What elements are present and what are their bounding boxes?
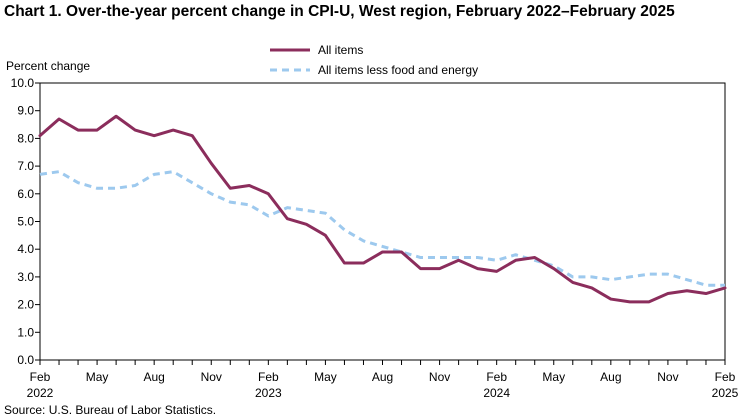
x-tick-year-label: 2023: [255, 386, 282, 400]
chart-title: Chart 1. Over-the-year percent change in…: [4, 3, 675, 20]
series-line-core: [39, 170, 725, 287]
y-tick-label: 6.0: [17, 187, 34, 201]
y-tick-label: 2.0: [17, 298, 34, 312]
x-tick-year-label: 2025: [712, 386, 739, 400]
x-tick-label: May: [86, 370, 109, 384]
y-tick-label: 8.0: [17, 131, 34, 145]
x-tick-label: Feb: [30, 370, 51, 384]
legend-label-all-items: All items: [318, 43, 363, 57]
x-tick-label: Nov: [201, 370, 222, 384]
legend: All items All items less food and energy: [270, 43, 478, 77]
x-tick-label: Aug: [600, 370, 621, 384]
x-tick-label: May: [542, 370, 565, 384]
series-line-all-items: [38, 114, 727, 304]
x-tick-label: Feb: [715, 370, 736, 384]
y-tick-label: 10.0: [11, 76, 35, 90]
x-tick-year-label: 2022: [27, 386, 54, 400]
y-tick-label: 0.0: [17, 353, 34, 367]
x-tick-label: Nov: [657, 370, 678, 384]
x-tick-label: Aug: [143, 370, 164, 384]
y-axis-title: Percent change: [6, 59, 90, 73]
y-tick-label: 7.0: [17, 159, 34, 173]
y-tick-label: 5.0: [17, 215, 34, 229]
x-tick-label: Aug: [372, 370, 393, 384]
x-tick-label: Feb: [486, 370, 507, 384]
x-tick-label: Nov: [429, 370, 450, 384]
x-tick-year-label: 2024: [483, 386, 510, 400]
x-tick-label: Feb: [258, 370, 279, 384]
x-tick-label: May: [314, 370, 337, 384]
y-tick-label: 3.0: [17, 270, 34, 284]
y-tick-label: 4.0: [17, 242, 34, 256]
y-tick-label: 9.0: [17, 104, 34, 118]
plot-area-frame: [39, 82, 726, 361]
y-tick-label: 1.0: [17, 325, 34, 339]
source-note: Source: U.S. Bureau of Labor Statistics.: [4, 403, 217, 417]
legend-label-core: All items less food and energy: [318, 63, 478, 77]
